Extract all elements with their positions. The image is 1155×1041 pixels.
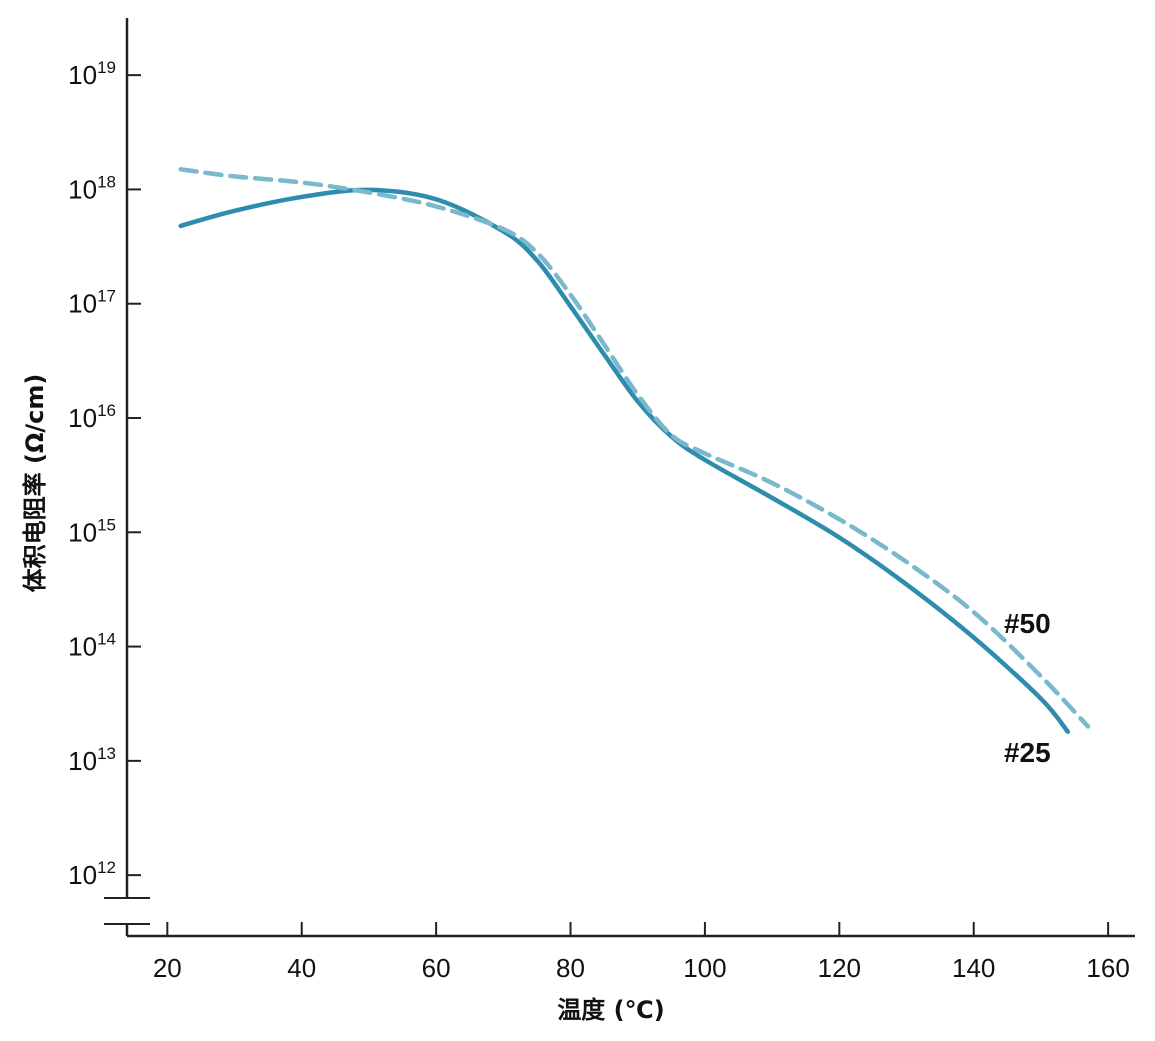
y-tick-base: 10 <box>68 289 97 319</box>
x-tick-label: 80 <box>556 953 585 983</box>
y-tick-label: 1019 <box>68 58 116 90</box>
x-tick-label: 40 <box>287 953 316 983</box>
y-tick-exponent: 15 <box>97 515 116 534</box>
y-tick-label: 1016 <box>68 401 116 433</box>
y-tick-base: 10 <box>68 632 97 662</box>
y-tick-base: 10 <box>68 174 97 204</box>
y-tick-label: 1012 <box>68 858 116 890</box>
x-tick-label: 120 <box>818 953 861 983</box>
y-tick-exponent: 19 <box>97 58 116 77</box>
x-tick-label: 160 <box>1086 953 1129 983</box>
x-ticks: 20 40 60 80 100 120 140 160 <box>153 922 1130 983</box>
y-tick-base: 10 <box>68 403 97 433</box>
y-tick-base: 10 <box>68 746 97 776</box>
x-tick-label: 20 <box>153 953 182 983</box>
y-tick-label: 1017 <box>68 287 116 319</box>
y-tick-base: 10 <box>68 60 97 90</box>
x-tick-label: 60 <box>422 953 451 983</box>
x-axis-title: 温度 (℃) <box>557 996 664 1024</box>
series-label-25: #25 <box>1004 737 1051 768</box>
y-tick-label: 1013 <box>68 744 116 776</box>
y-tick-exponent: 17 <box>97 287 116 306</box>
series-label-50: #50 <box>1004 608 1051 639</box>
y-tick-base: 10 <box>68 517 97 547</box>
y-axis-title: 体积电阻率 (Ω/cm) <box>21 374 49 593</box>
y-tick-exponent: 13 <box>97 744 116 763</box>
series-line-50 <box>178 167 1091 729</box>
y-tick-exponent: 18 <box>97 172 116 191</box>
y-tick-exponent: 14 <box>97 630 116 649</box>
y-tick-label: 1018 <box>68 172 116 204</box>
y-tick-label: 1014 <box>68 630 116 662</box>
x-axis: 20 40 60 80 100 120 140 160 <box>127 922 1135 983</box>
y-tick-exponent: 16 <box>97 401 116 420</box>
y-tick-label: 1015 <box>68 515 116 547</box>
y-tick-exponent: 12 <box>97 858 116 877</box>
x-tick-label: 100 <box>683 953 726 983</box>
series-line-25 <box>178 187 1071 734</box>
series-group: #50 #25 <box>178 167 1091 768</box>
x-tick-label: 140 <box>952 953 995 983</box>
y-tick-base: 10 <box>68 860 97 890</box>
